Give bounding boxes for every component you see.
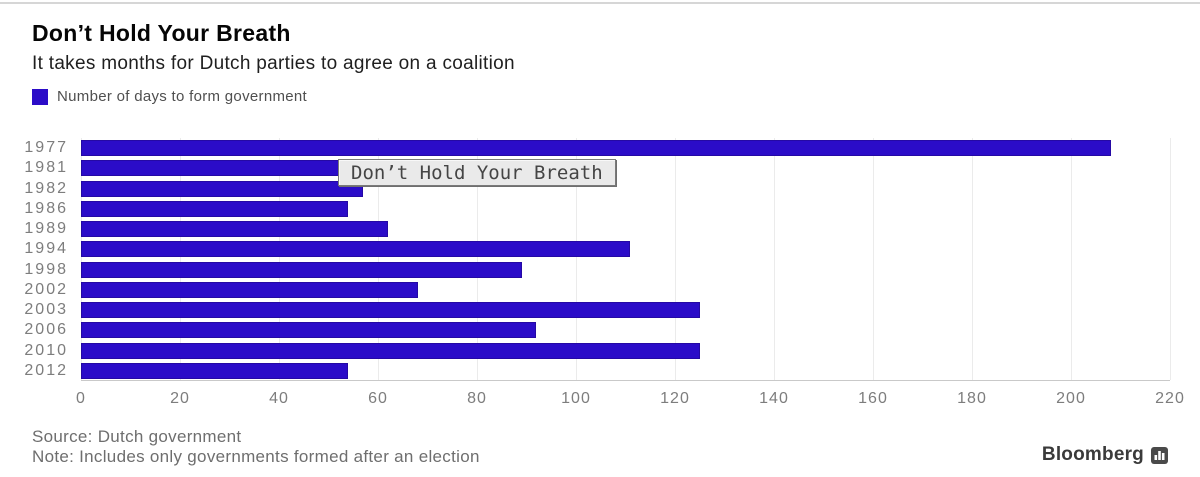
bar-1982 <box>81 180 364 197</box>
x-tick-label: 180 <box>957 390 987 407</box>
y-tick-label: 1994 <box>24 240 68 258</box>
top-border-line <box>0 2 1200 4</box>
gridline <box>180 138 181 380</box>
y-axis-labels: 1977 1981 1982 1986 1989 1994 1998 2002 2003 2006… <box>0 138 72 381</box>
x-tick-label: 40 <box>269 390 289 407</box>
y-tick-label: 2006 <box>24 321 68 339</box>
x-axis-labels: 0 20 40 60 80 100 120 140 160 180 200 220 <box>76 390 1184 410</box>
x-tick-label: 80 <box>467 390 487 407</box>
gridline <box>873 138 874 380</box>
gridline <box>477 138 478 380</box>
legend: Number of days to form government <box>32 88 307 105</box>
y-tick-label: 2003 <box>24 301 68 318</box>
x-tick-label: 200 <box>1056 390 1086 407</box>
gridline <box>972 138 973 380</box>
legend-label: Number of days to form government <box>57 88 308 105</box>
bar-2006 <box>81 322 537 339</box>
gridline <box>279 138 280 380</box>
x-tick-label: 140 <box>759 390 789 407</box>
tooltip: Don’t Hold Your Breath <box>338 159 616 186</box>
gridline <box>378 138 379 380</box>
chart-title: Don’t Hold Your Breath <box>32 20 291 46</box>
x-tick-label: 120 <box>660 390 690 407</box>
bar-2010 <box>81 342 700 359</box>
source-text: Source: Dutch government <box>32 427 242 446</box>
y-tick-label: 1982 <box>24 179 68 197</box>
bar-1986 <box>81 200 349 217</box>
gridline <box>576 138 577 380</box>
bloomberg-chart-icon <box>1151 446 1168 464</box>
bar-2003 <box>81 302 700 319</box>
gridline <box>1071 138 1072 380</box>
y-tick-label: 1989 <box>24 220 68 237</box>
bar-1989 <box>81 221 388 238</box>
x-tick-label: 0 <box>76 390 86 407</box>
gridline <box>1170 138 1171 380</box>
x-tick-label: 160 <box>858 390 888 407</box>
gridline <box>675 138 676 380</box>
y-tick-label: 1986 <box>24 199 68 217</box>
legend-swatch-icon <box>32 88 48 105</box>
x-tick-label: 60 <box>368 390 388 407</box>
bar-2012 <box>81 362 349 379</box>
chart-subtitle: It takes months for Dutch parties to agr… <box>32 53 515 74</box>
tooltip-text: Don’t Hold Your Breath <box>351 162 603 184</box>
bloomberg-wordmark: Bloomberg <box>1041 444 1144 465</box>
x-tick-label: 220 <box>1155 390 1185 407</box>
y-tick-label: 1977 <box>24 139 68 156</box>
note-text: Note: Includes only governments formed a… <box>32 447 480 466</box>
bar-1998 <box>81 261 522 278</box>
y-tick-label: 2002 <box>24 280 68 298</box>
x-tick-label: 20 <box>170 390 190 407</box>
y-tick-label: 2012 <box>24 361 68 379</box>
bloomberg-logo: Bloomberg <box>1042 444 1168 466</box>
y-tick-label: 1998 <box>24 260 68 278</box>
gridline <box>774 138 775 380</box>
y-tick-label: 1981 <box>24 159 68 177</box>
plot-area <box>81 138 1171 381</box>
x-tick-label: 100 <box>561 390 591 407</box>
bar-1994 <box>81 241 631 258</box>
bar-2002 <box>81 281 418 298</box>
bar-1977 <box>81 140 1111 157</box>
gridline <box>81 138 82 380</box>
y-tick-label: 2010 <box>24 341 68 359</box>
